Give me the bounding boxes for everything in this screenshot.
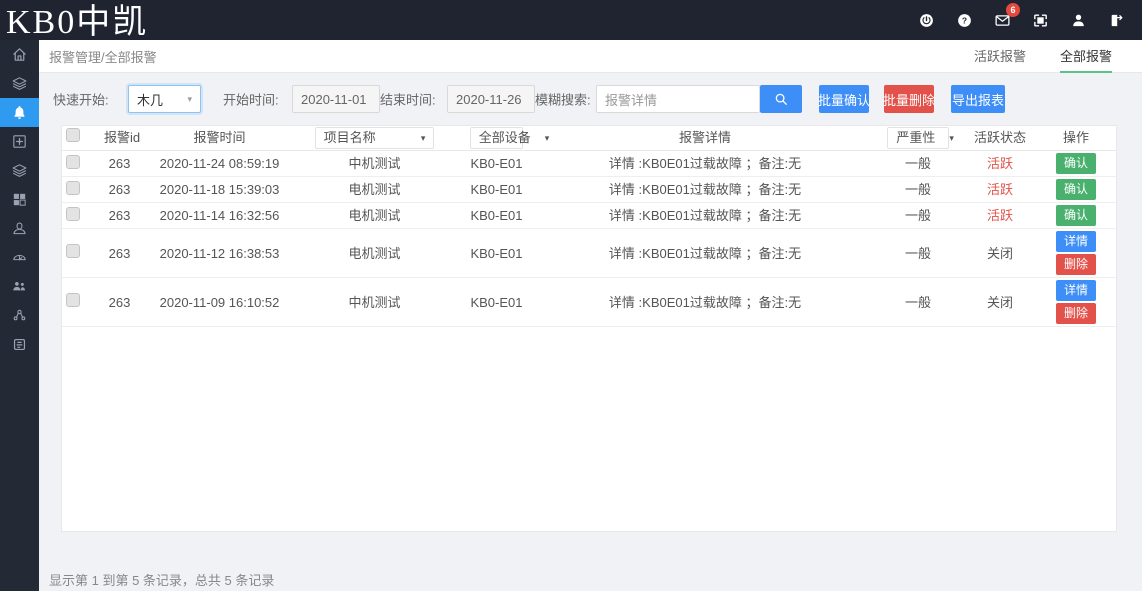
svg-text:?: ? bbox=[961, 15, 966, 25]
